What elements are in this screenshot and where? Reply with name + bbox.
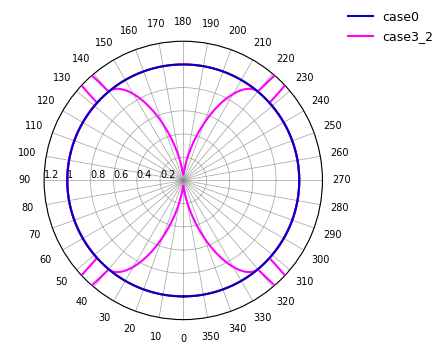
case3_2 <box>296 185 302 189</box>
case3_2 <box>191 217 197 221</box>
case3_2 <box>177 158 182 162</box>
Line: case3_2: case3_2 <box>62 55 304 306</box>
case3_2 <box>296 165 301 169</box>
case0 <box>181 294 186 298</box>
case0 <box>181 294 186 298</box>
case0 <box>296 185 302 189</box>
case3_2 <box>83 116 88 120</box>
Legend: case0, case3_2: case0, case3_2 <box>343 6 439 48</box>
case3_2 <box>200 234 206 238</box>
case0 <box>219 287 225 292</box>
case3_2 <box>181 184 186 188</box>
case0 <box>296 164 301 168</box>
case3_2 <box>60 304 65 308</box>
case0 <box>211 290 216 294</box>
case0 <box>161 64 166 68</box>
case3_2 <box>181 184 186 188</box>
Line: case0: case0 <box>67 65 299 296</box>
case0 <box>83 116 88 120</box>
